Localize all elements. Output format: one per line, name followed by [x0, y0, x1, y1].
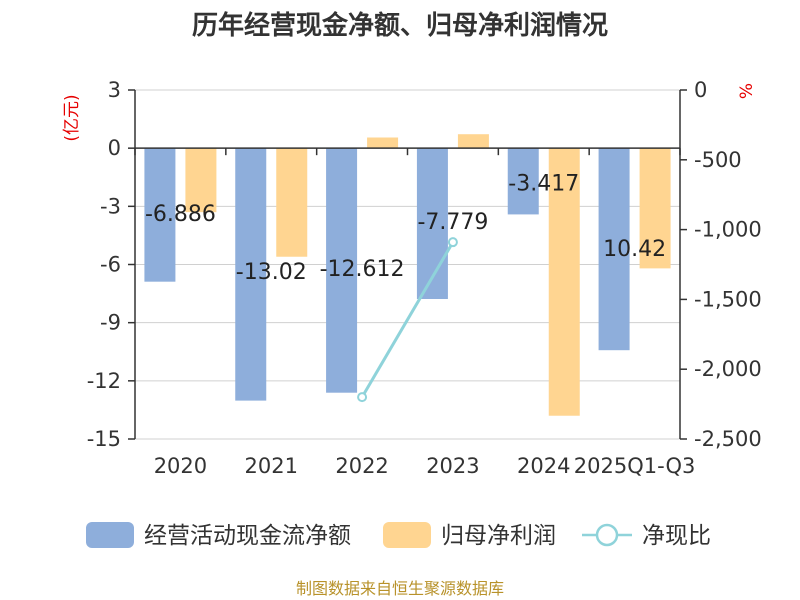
x-tick-label: 2025Q1-Q3	[574, 454, 696, 478]
left-tick-label: -6	[100, 253, 121, 277]
left-tick-label: 3	[108, 78, 121, 102]
bar-net-profit	[185, 148, 217, 213]
bar-operating-cash-flow	[235, 148, 267, 401]
legend-label-operating-cash-flow: 经营活动现金流净额	[144, 523, 351, 549]
right-tick-label: 0	[694, 78, 707, 102]
bar-net-profit	[367, 137, 399, 149]
data-label-operating-cash-flow: -13.02	[236, 260, 307, 285]
x-tick-label: 2021	[245, 454, 298, 478]
x-tick-label: 2020	[154, 454, 207, 478]
legend-item-operating-cash-flow[interactable]: 经营活动现金流净额	[86, 522, 351, 549]
left-axis-unit: (亿元)	[62, 94, 82, 141]
data-label-operating-cash-flow: -3.417	[508, 171, 579, 196]
x-tick-label: 2023	[426, 454, 479, 478]
legend-swatch-operating-cash-flow	[86, 522, 134, 548]
legend-swatch-net-profit	[383, 522, 431, 548]
right-tick-label: -2,500	[694, 427, 762, 451]
left-tick-label: -3	[100, 194, 121, 218]
legend-item-net-profit[interactable]: 归母净利润	[383, 522, 556, 549]
bar-net-profit	[276, 148, 308, 257]
legend-label-net-profit: 归母净利润	[441, 523, 556, 549]
data-label-operating-cash-flow: -7.779	[417, 210, 488, 235]
chart-title: 历年经营现金净额、归母净利润情况	[192, 10, 608, 41]
net-cash-ratio-path	[360, 241, 455, 398]
bar-operating-cash-flow	[416, 148, 448, 299]
net-cash-ratio-point	[357, 392, 368, 403]
data-label-operating-cash-flow: -12.612	[320, 257, 405, 282]
data-label-operating-cash-flow: 10.42	[603, 237, 666, 262]
right-tick-label: -2,000	[694, 357, 762, 381]
right-tick-label: -500	[694, 148, 742, 172]
bar-net-profit	[548, 148, 580, 416]
net-cash-ratio-line	[357, 237, 458, 403]
legend-item-net-cash-ratio[interactable]: 净现比	[582, 523, 711, 549]
x-tick-label: 2024	[517, 454, 570, 478]
right-tick-label: -1,500	[694, 287, 762, 311]
net-cash-ratio-point	[447, 237, 458, 248]
axes: 3 0 -3 -6 -9 -12 -15 0 -500 -1,000 -1,500 -2,000 -2,…	[87, 78, 762, 478]
data-label-operating-cash-flow: -6.886	[145, 202, 216, 227]
left-tick-label: 0	[108, 136, 121, 160]
bars	[144, 134, 671, 416]
legend: 经营活动现金流净额 归母净利润 净现比	[86, 522, 711, 549]
source-note: 制图数据来自恒生聚源数据库	[296, 579, 504, 598]
right-tick-label: -1,000	[694, 218, 762, 242]
legend-label-net-cash-ratio: 净现比	[642, 523, 711, 549]
bar-operating-cash-flow	[507, 148, 539, 215]
bar-net-profit	[457, 134, 489, 149]
right-axis-unit: %	[737, 83, 757, 99]
bar-net-profit	[639, 148, 671, 269]
data-labels: -6.886 -13.02 -12.612 -7.779 -3.417 10.42	[145, 171, 666, 285]
legend-marker-net-cash-ratio	[595, 523, 619, 547]
left-tick-label: -12	[87, 369, 121, 393]
bar-operating-cash-flow	[144, 148, 176, 282]
bar-operating-cash-flow	[598, 148, 630, 351]
left-tick-label: -15	[87, 427, 121, 451]
x-tick-label: 2022	[335, 454, 388, 478]
left-tick-label: -9	[100, 311, 121, 335]
bar-operating-cash-flow	[326, 148, 358, 393]
grid	[135, 89, 680, 440]
